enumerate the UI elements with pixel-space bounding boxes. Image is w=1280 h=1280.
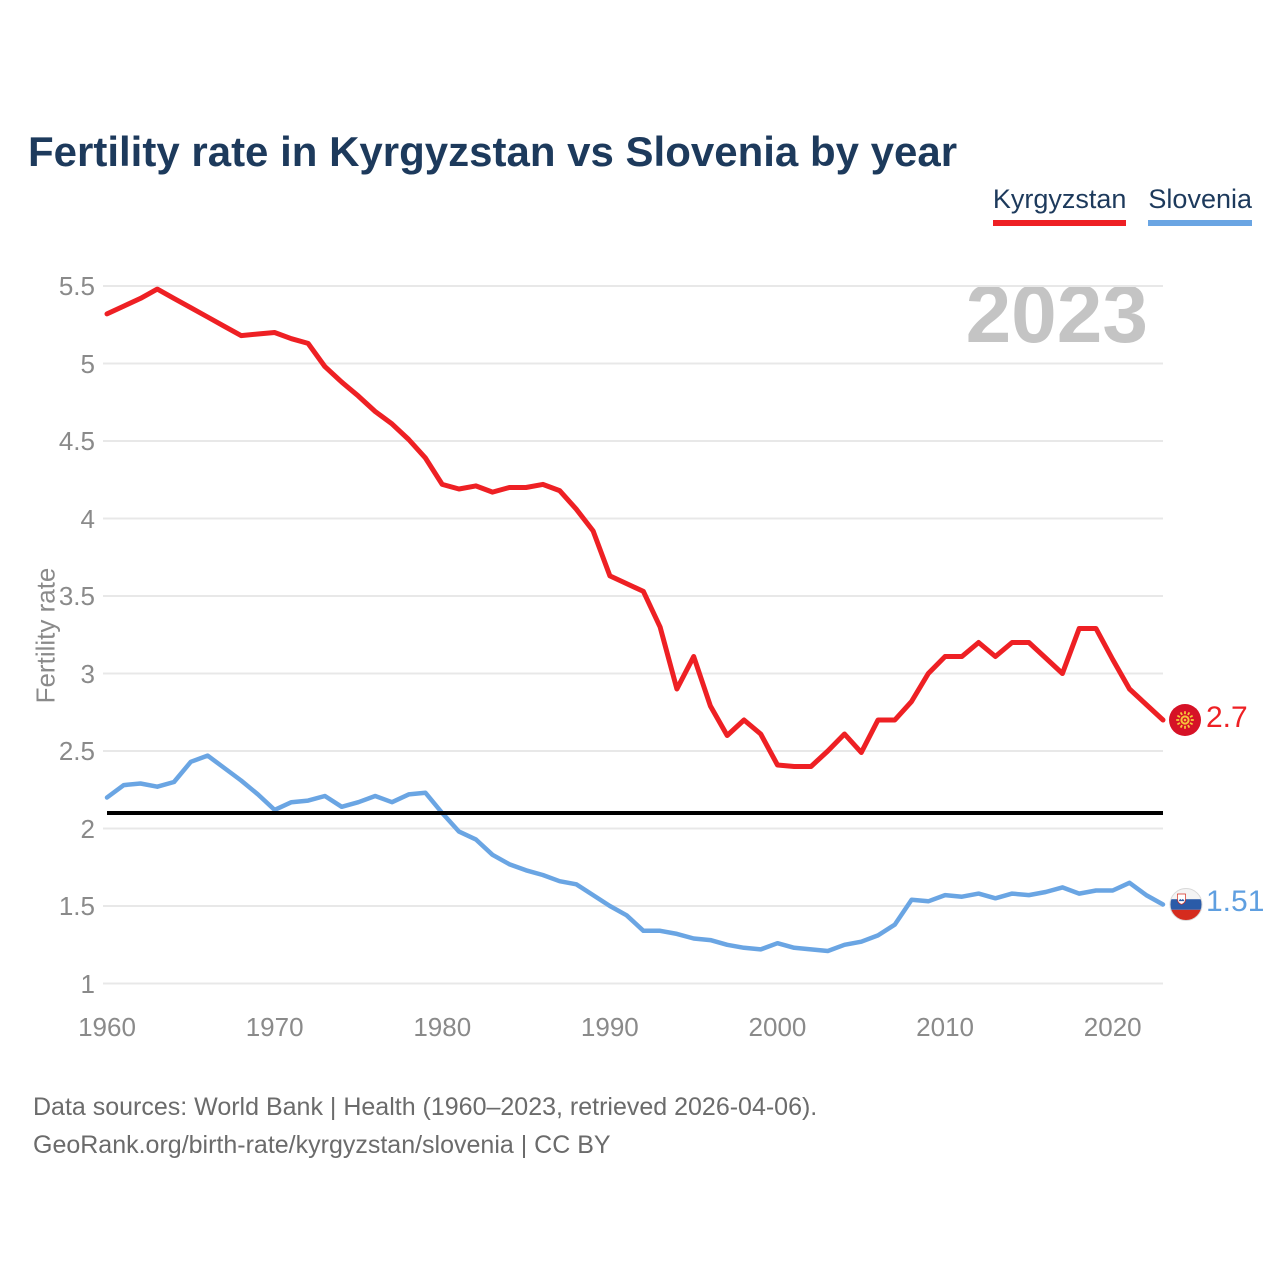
x-tick-label: 2000 — [748, 1012, 807, 1042]
y-tick-label: 5.5 — [58, 271, 95, 301]
y-tick-label: 1.5 — [58, 891, 95, 921]
slovenia-end-value: 1.51 — [1206, 885, 1265, 919]
legend: Kyrgyzstan Slovenia — [992, 184, 1252, 226]
kyrgyzstan-end-value: 2.7 — [1206, 701, 1248, 734]
y-tick-label: 5 — [80, 348, 95, 379]
y-tick-label: 4.5 — [58, 426, 95, 456]
y-tick-label: 3.5 — [58, 581, 95, 611]
x-tick-label: 2010 — [916, 1012, 975, 1042]
y-tick-label: 2 — [80, 813, 95, 844]
footer-data-sources: Data sources: World Bank | Health (1960–… — [33, 1093, 818, 1121]
kyrgyzstan-flag-icon — [1169, 704, 1201, 736]
legend-item-kyrgyzstan[interactable]: Kyrgyzstan — [992, 184, 1127, 226]
y-tick-label: 1 — [80, 968, 95, 999]
y-tick-label: 2.5 — [58, 736, 95, 766]
page-title: Fertility rate in Kyrgyzstan vs Slovenia… — [28, 128, 958, 176]
x-tick-label: 1980 — [413, 1012, 472, 1042]
watermark-year: 2023 — [965, 269, 1148, 360]
footer-attribution-link: GeoRank.org/birth-rate/kyrgyzstan/sloven… — [33, 1131, 611, 1159]
x-tick-label: 1970 — [245, 1012, 304, 1042]
gridlines — [103, 285, 1163, 985]
slovenia-flag-icon — [1169, 888, 1203, 921]
y-tick-label: 4 — [80, 503, 95, 534]
x-tick-label: 2020 — [1083, 1012, 1142, 1042]
series-line-slovenia — [104, 753, 1166, 954]
series-lines — [104, 753, 1166, 954]
x-tick-label: 1990 — [580, 1012, 639, 1042]
x-tick-label: 1960 — [78, 1012, 136, 1042]
legend-item-slovenia[interactable]: Slovenia — [1148, 184, 1252, 226]
footer: Data sources: World Bank | Health (1960–… — [33, 1088, 817, 1164]
series-line-kyrgyzstan — [104, 286, 1166, 769]
y-tick-label: 3 — [80, 658, 95, 689]
